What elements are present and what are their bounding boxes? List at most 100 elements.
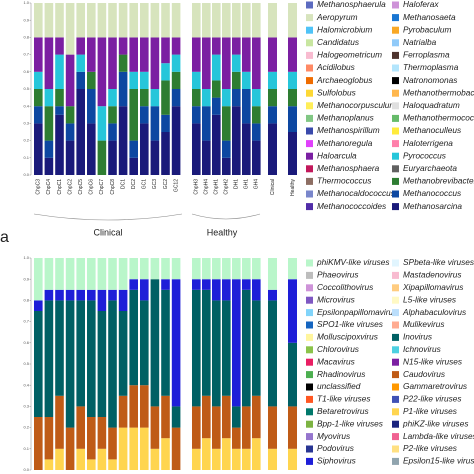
bar-segment bbox=[76, 37, 85, 55]
bar-segment bbox=[55, 300, 64, 396]
bar-segment bbox=[161, 279, 170, 290]
bar-segment bbox=[34, 89, 43, 107]
bar-segment bbox=[232, 106, 241, 175]
legend-label: Aeropyrum bbox=[316, 12, 358, 22]
legend-swatch bbox=[306, 114, 313, 122]
bar-segment bbox=[222, 89, 231, 107]
bar-segment bbox=[212, 97, 221, 115]
x-tick-label: ChpC5 bbox=[78, 179, 84, 195]
bar-segment bbox=[87, 459, 96, 470]
legend-swatch bbox=[392, 64, 399, 72]
bar-segment bbox=[140, 37, 149, 72]
bar-segment bbox=[222, 3, 231, 38]
bar-segment bbox=[140, 123, 149, 175]
group-label: Healthy bbox=[207, 227, 238, 237]
bar-segment bbox=[202, 258, 211, 280]
legend-swatch bbox=[306, 445, 313, 453]
y-tick-label: 0.7 bbox=[23, 319, 29, 324]
bar-segment bbox=[44, 300, 54, 417]
bar-segment bbox=[44, 417, 54, 460]
legend-swatch bbox=[392, 445, 399, 453]
legend-swatch bbox=[306, 457, 313, 465]
legend-swatch bbox=[306, 271, 313, 279]
legend-label: Ferroplasma bbox=[403, 50, 450, 60]
legend-label: Methanoculleus bbox=[403, 125, 461, 135]
legend-label: Betaretrovirus bbox=[317, 406, 369, 416]
legend-label: Methanoplanus bbox=[317, 113, 374, 123]
bar-segment bbox=[55, 395, 64, 449]
bar-segment bbox=[44, 157, 54, 175]
y-tick-label: 0.8 bbox=[23, 297, 29, 302]
bar-segment bbox=[161, 258, 170, 280]
bar-segment bbox=[288, 106, 297, 132]
bar-segment bbox=[97, 258, 107, 290]
legend-label: Thermococcus bbox=[317, 176, 371, 186]
legend-swatch bbox=[392, 102, 399, 110]
x-tick-label: ChpC3 bbox=[36, 179, 42, 195]
bar-segment bbox=[108, 258, 117, 290]
legend-label: Mulikevirus bbox=[403, 319, 445, 329]
bar-segment bbox=[129, 3, 138, 38]
x-tick-label: GH4 bbox=[254, 179, 260, 190]
legend-label: Haloarcula bbox=[317, 150, 357, 160]
legend-swatch bbox=[392, 26, 399, 34]
legend-label: Natrialba bbox=[403, 37, 437, 47]
x-tick-label: ChpC1 bbox=[57, 179, 63, 195]
bar-segment bbox=[242, 258, 251, 280]
bar-segment bbox=[222, 438, 231, 470]
bar-segment bbox=[97, 37, 107, 107]
bar-segment bbox=[97, 289, 107, 311]
bar-segment bbox=[252, 106, 261, 124]
bar-segment bbox=[76, 71, 85, 89]
panel-label: a bbox=[0, 229, 9, 246]
bar-segment bbox=[97, 311, 107, 417]
bar-segment bbox=[222, 140, 231, 158]
x-tick-label: ChpC2 bbox=[67, 179, 73, 195]
legend-swatch bbox=[306, 346, 313, 354]
bar-segment bbox=[118, 3, 128, 38]
bar-segment bbox=[87, 37, 96, 72]
bar-segment bbox=[202, 3, 211, 38]
bar-segment bbox=[87, 300, 96, 417]
bar-segment bbox=[192, 289, 201, 407]
bar-segment bbox=[108, 289, 117, 301]
bar-segment bbox=[65, 54, 75, 107]
bar-segment bbox=[232, 448, 241, 470]
bar-segment bbox=[192, 406, 201, 449]
bar-segment bbox=[242, 89, 251, 124]
bar-segment bbox=[202, 37, 211, 89]
y-tick-label: 0.1 bbox=[23, 155, 29, 160]
legend-swatch bbox=[392, 165, 399, 173]
legend-label: Molluscipoxvirus bbox=[317, 332, 378, 342]
legend-label: Ichnovirus bbox=[403, 344, 441, 354]
bar-segment bbox=[242, 123, 251, 175]
y-tick-label: 0.1 bbox=[23, 446, 29, 451]
legend-swatch bbox=[306, 309, 313, 317]
bar-segment bbox=[118, 71, 128, 107]
bar-segment bbox=[44, 289, 54, 301]
bar-segment bbox=[65, 123, 75, 141]
legend-label: Rhadinovirus bbox=[317, 369, 365, 379]
bar-segment bbox=[161, 63, 170, 81]
bar-segment bbox=[108, 140, 117, 175]
legend-swatch bbox=[392, 383, 399, 391]
legend-label: Podovirus bbox=[317, 443, 354, 453]
bar-segment bbox=[76, 448, 85, 470]
legend-swatch bbox=[306, 203, 313, 211]
bar-segment bbox=[222, 157, 231, 175]
legend-label: Chlorovirus bbox=[317, 344, 359, 354]
bar-segment bbox=[55, 106, 64, 115]
bar-segment bbox=[171, 279, 181, 407]
bar-segment bbox=[202, 89, 211, 107]
y-tick-label: 1.0 bbox=[23, 255, 29, 260]
bar-segment bbox=[268, 448, 277, 470]
legend-swatch bbox=[392, 177, 399, 185]
bar-segment bbox=[129, 385, 138, 428]
bar-segment bbox=[232, 37, 241, 55]
bar-segment bbox=[87, 417, 96, 460]
bar-segment bbox=[44, 89, 54, 107]
legend-swatch bbox=[306, 177, 313, 185]
legend-label: Candidatus bbox=[317, 37, 359, 47]
legend-label: Pyrobaculum bbox=[403, 24, 452, 34]
legend-label: Lambda-like viruses bbox=[403, 431, 474, 441]
